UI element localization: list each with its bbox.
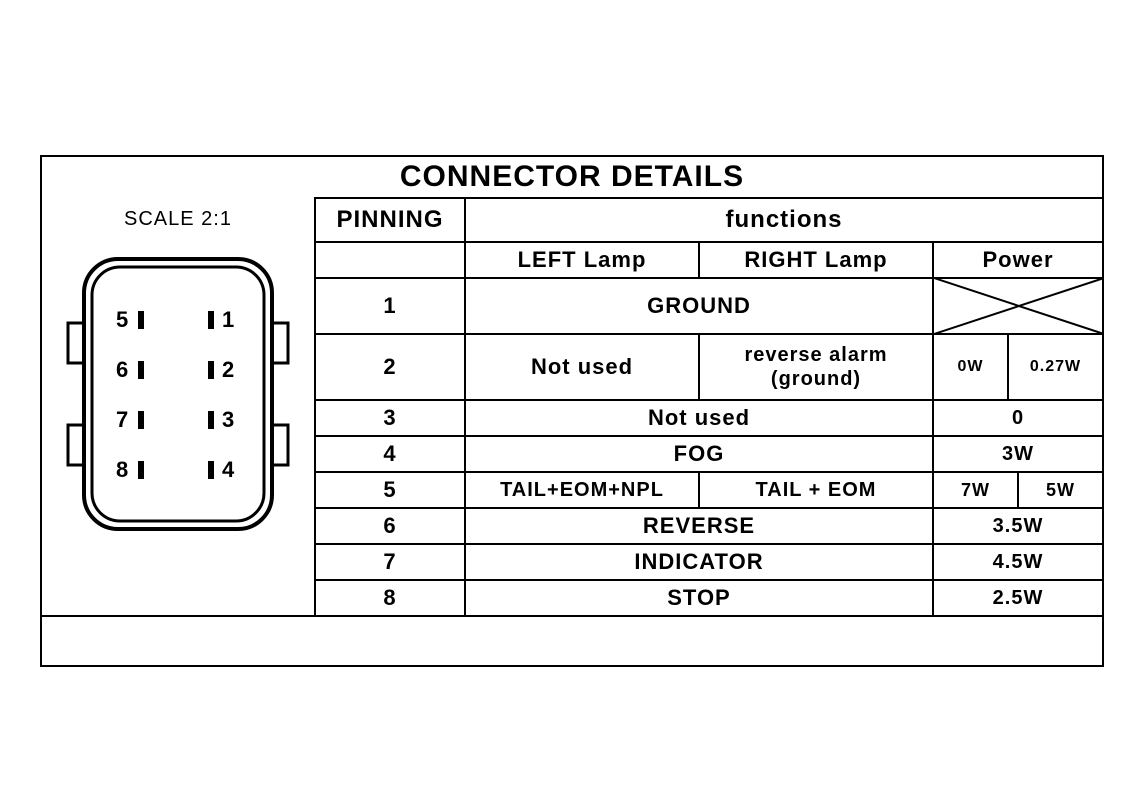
header-left-lamp: LEFT Lamp (464, 241, 698, 277)
row4-label: FOG (464, 435, 932, 471)
header-functions: functions (464, 197, 1102, 241)
pin-label-2: 2 (222, 357, 234, 382)
row6-label: REVERSE (464, 507, 932, 543)
row1-power-crossed (932, 277, 1102, 333)
pin-6: 6 (314, 507, 464, 543)
row6-power: 3.5W (932, 507, 1102, 543)
row5-power-left: 7W (932, 471, 1017, 507)
row1-label: GROUND (464, 277, 932, 333)
row4-power: 3W (932, 435, 1102, 471)
row7-label: INDICATOR (464, 543, 932, 579)
pin-2: 2 (314, 333, 464, 399)
pin-label-5: 5 (116, 307, 128, 332)
connector-diagram: 5 6 7 8 1 2 3 4 (60, 249, 296, 539)
pin-8: 8 (314, 579, 464, 615)
pin-label-4: 4 (222, 457, 235, 482)
row3-label: Not used (464, 399, 932, 435)
pin-label-6: 6 (116, 357, 128, 382)
pin-label-8: 8 (116, 457, 128, 482)
pin-1: 1 (314, 277, 464, 333)
row2-power-left: 0W (932, 333, 1007, 399)
row8-label: STOP (464, 579, 932, 615)
table-title: CONNECTOR DETAILS (42, 157, 1102, 197)
row2-left: Not used (464, 333, 698, 399)
scale-label: SCALE 2:1 (42, 197, 314, 241)
row5-left: TAIL+EOM+NPL (464, 471, 698, 507)
row5-right: TAIL + EOM (698, 471, 932, 507)
header-right-lamp: RIGHT Lamp (698, 241, 932, 277)
row8-power: 2.5W (932, 579, 1102, 615)
pin-label-7: 7 (116, 407, 128, 432)
row2-power-right: 0.27W (1007, 333, 1102, 399)
pin-label-1: 1 (222, 307, 234, 332)
pin-5: 5 (314, 471, 464, 507)
row3-power: 0 (932, 399, 1102, 435)
pin-7: 7 (314, 543, 464, 579)
pin-4: 4 (314, 435, 464, 471)
row7-power: 4.5W (932, 543, 1102, 579)
header-power: Power (932, 241, 1102, 277)
row5-power-right: 5W (1017, 471, 1102, 507)
pin-label-3: 3 (222, 407, 234, 432)
connector-details-table: CONNECTOR DETAILS SCALE 2:1 PINNING func… (40, 155, 1104, 667)
row2-right: reverse alarm (ground) (698, 333, 932, 399)
header-pinning: PINNING (314, 197, 464, 241)
pin-3: 3 (314, 399, 464, 435)
